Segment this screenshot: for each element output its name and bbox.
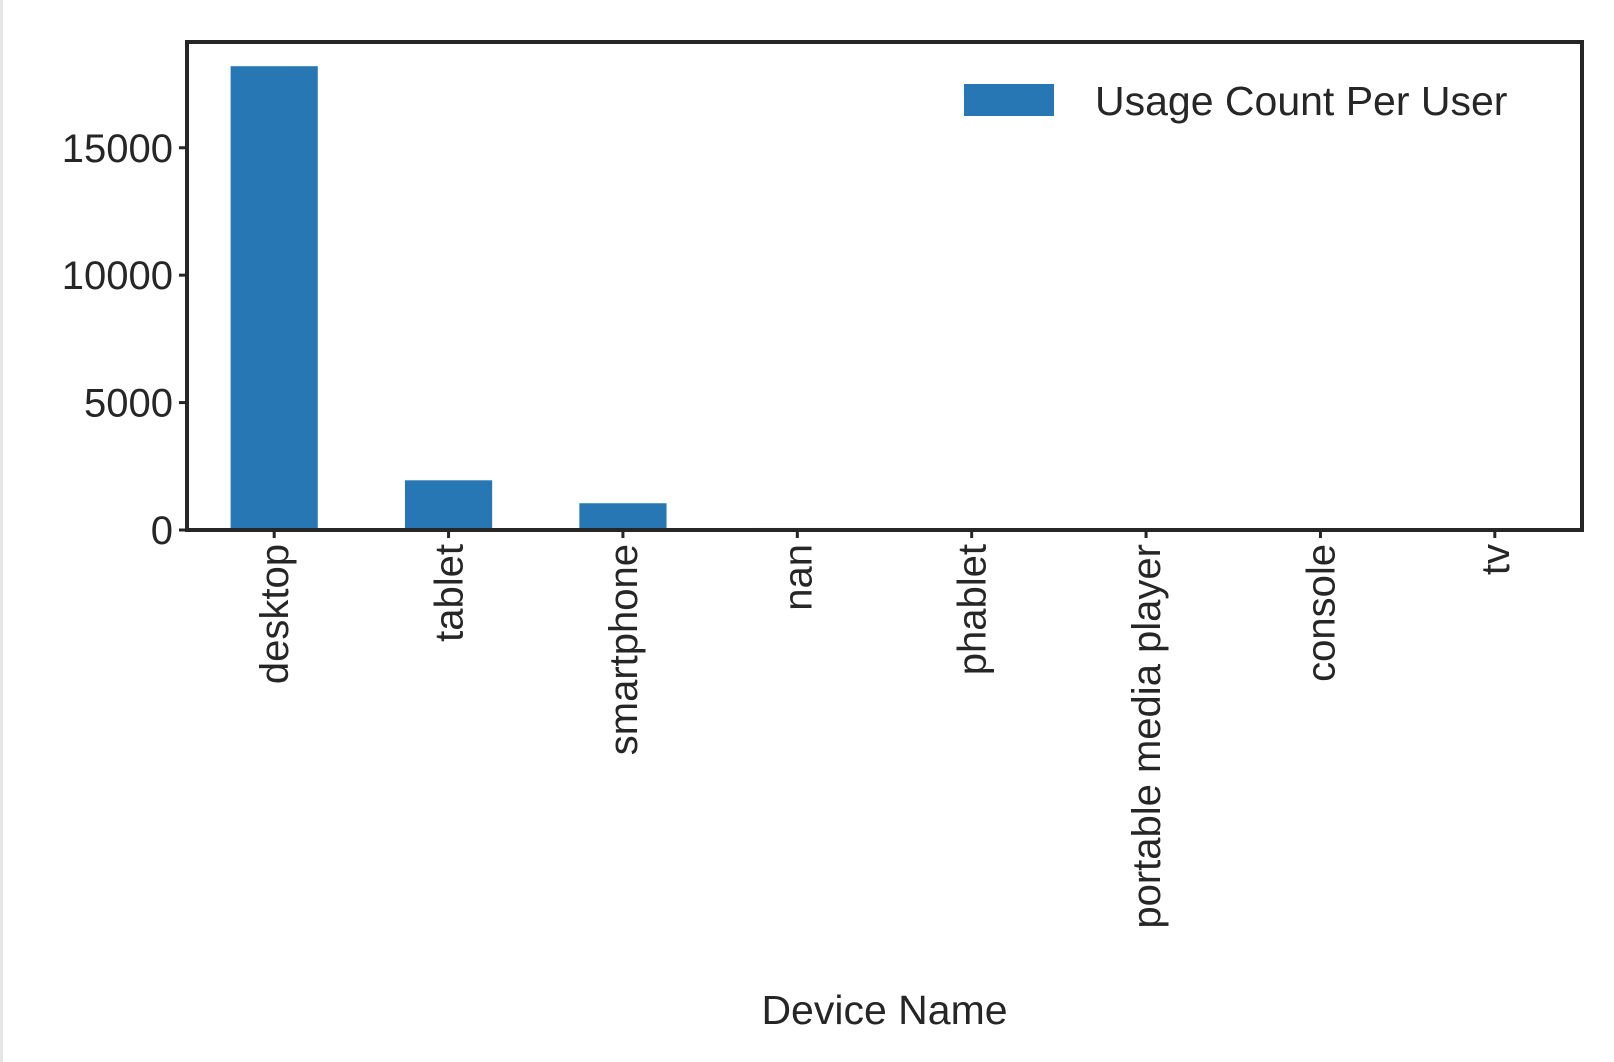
x-tick-label-tv: tv (1474, 544, 1518, 575)
y-axis: 0 5000 10000 15000 (62, 127, 187, 553)
x-tick-label-nan: nan (776, 544, 820, 611)
bars-group (230, 66, 1539, 531)
legend: Usage Count Per User (964, 78, 1507, 124)
x-tick-label-portable-media-player: portable media player (1125, 544, 1169, 929)
bar-desktop (230, 66, 318, 531)
x-axis: desktop tablet smartphone nan phablet portabl… (253, 530, 1518, 929)
plot-frame (185, 40, 1584, 532)
legend-label: Usage Count Per User (1095, 78, 1507, 124)
figure-left-edge (0, 0, 3, 1062)
x-tick-label-phablet: phablet (951, 544, 995, 675)
x-tick-label-smartphone: smartphone (602, 544, 646, 755)
bar-tablet (404, 480, 493, 530)
x-tick-label-tablet: tablet (428, 544, 472, 642)
legend-swatch (964, 84, 1054, 116)
y-tick-label: 5000 (84, 382, 173, 426)
x-tick-label-desktop: desktop (253, 544, 297, 684)
bar-smartphone (579, 503, 667, 530)
x-tick-label-console: console (1299, 544, 1343, 682)
x-axis-title: Device Name (761, 987, 1007, 1033)
y-tick-label: 10000 (62, 254, 173, 298)
y-tick-label: 15000 (62, 127, 173, 171)
y-tick-label: 0 (151, 509, 173, 553)
